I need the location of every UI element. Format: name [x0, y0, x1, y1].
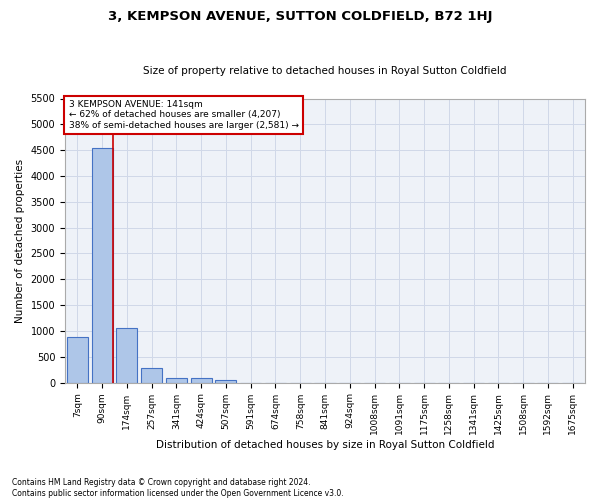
- Text: 3 KEMPSON AVENUE: 141sqm
← 62% of detached houses are smaller (4,207)
38% of sem: 3 KEMPSON AVENUE: 141sqm ← 62% of detach…: [69, 100, 299, 130]
- Bar: [166, 378, 187, 382]
- Text: Contains HM Land Registry data © Crown copyright and database right 2024.
Contai: Contains HM Land Registry data © Crown c…: [12, 478, 344, 498]
- Bar: [67, 337, 88, 382]
- Bar: [141, 368, 162, 382]
- Text: 3, KEMPSON AVENUE, SUTTON COLDFIELD, B72 1HJ: 3, KEMPSON AVENUE, SUTTON COLDFIELD, B72…: [108, 10, 492, 23]
- X-axis label: Distribution of detached houses by size in Royal Sutton Coldfield: Distribution of detached houses by size …: [156, 440, 494, 450]
- Bar: [116, 328, 137, 382]
- Bar: [92, 148, 113, 382]
- Bar: [215, 380, 236, 382]
- Bar: [191, 378, 212, 382]
- Y-axis label: Number of detached properties: Number of detached properties: [15, 158, 25, 322]
- Title: Size of property relative to detached houses in Royal Sutton Coldfield: Size of property relative to detached ho…: [143, 66, 507, 76]
